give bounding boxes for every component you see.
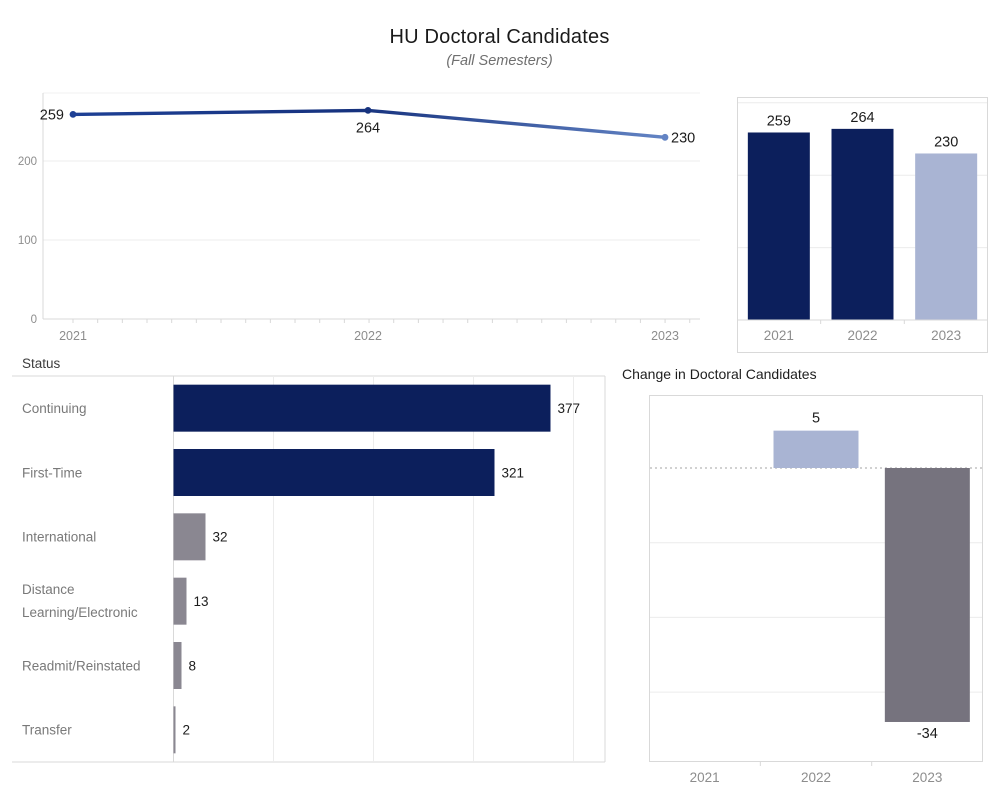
x-tick-label: 2021	[764, 328, 794, 343]
x-tick-label: 2021	[690, 770, 720, 785]
data-point-2021[interactable]	[69, 111, 77, 118]
bar-value-label: 13	[194, 594, 209, 609]
bar-value-label: 377	[558, 401, 581, 416]
dashboard-title: HU Doctoral Candidates	[389, 26, 610, 48]
dashboard-header: HU Doctoral Candidates (Fall Semesters)	[0, 26, 999, 69]
bar-2023[interactable]	[884, 468, 970, 722]
bar-international[interactable]	[173, 513, 206, 561]
bar-2021[interactable]	[747, 132, 810, 320]
x-tick-label: 2022	[847, 328, 877, 343]
bar-2022[interactable]	[773, 430, 859, 468]
bar-value-label: 230	[934, 134, 958, 150]
bar-chart-change: 2021 5 2022 -34 2023	[649, 395, 983, 785]
bar-value-label: 321	[502, 465, 525, 480]
point-label: 264	[356, 120, 380, 136]
category-label-continuing: Continuing	[22, 401, 87, 416]
bar-value-label: 32	[213, 530, 228, 545]
category-label-transfer: Transfer	[22, 723, 72, 738]
y-tick-label: 100	[18, 235, 37, 247]
bar-value-label: 259	[767, 113, 791, 129]
data-point-2022[interactable]	[364, 107, 372, 114]
y-tick-label: 200	[18, 156, 37, 168]
bar-readmit-reinstated[interactable]	[173, 642, 182, 689]
bar-transfer[interactable]	[173, 706, 176, 754]
chart-border	[737, 97, 988, 353]
x-tick-label: 2023	[931, 328, 961, 343]
status-chart-title: Status	[22, 356, 61, 371]
bar-value-label: 5	[812, 411, 820, 427]
x-tick-label: 2022	[801, 770, 831, 785]
x-tick-label: 2023	[651, 329, 679, 343]
bar-value-label: 8	[189, 658, 197, 673]
bar-value-label: -34	[917, 726, 938, 742]
line-chart-doctoral-trend: 0 100 200 2021 2022 2023 259 264 230	[18, 92, 700, 343]
dashboard-subtitle: (Fall Semesters)	[446, 53, 553, 69]
category-label-international: International	[22, 530, 96, 545]
data-point-2023[interactable]	[661, 133, 669, 141]
change-chart-title: Change in Doctoral Candidates	[622, 366, 817, 382]
bar-value-label: 2	[183, 723, 191, 738]
category-label-readmit-reinstated: Readmit/Reinstated	[22, 658, 141, 673]
category-label-first-time: First-Time	[22, 465, 82, 480]
x-tick-label: 2023	[912, 770, 942, 785]
bar-chart-status: Continuing 377 First-Time 321 International 3…	[12, 375, 606, 763]
chart-border	[649, 395, 983, 762]
bar-chart-candidates-by-year: 259 2021 264 2022 230 2023	[737, 97, 988, 353]
bar-2023[interactable]	[915, 153, 978, 320]
x-tick-label: 2022	[354, 329, 382, 343]
bar-2022[interactable]	[831, 128, 894, 320]
bar-first-time[interactable]	[173, 449, 495, 496]
category-label-distance-learning-electronic: Distance Learning/Electronic	[22, 582, 138, 620]
bar-distance-learning-electronic[interactable]	[173, 577, 187, 625]
bar-value-label: 264	[850, 110, 874, 126]
point-label: 259	[40, 107, 64, 123]
point-label: 230	[671, 130, 695, 146]
bar-continuing[interactable]	[173, 384, 551, 432]
y-tick-label: 0	[31, 314, 37, 326]
x-tick-label: 2021	[59, 329, 87, 343]
